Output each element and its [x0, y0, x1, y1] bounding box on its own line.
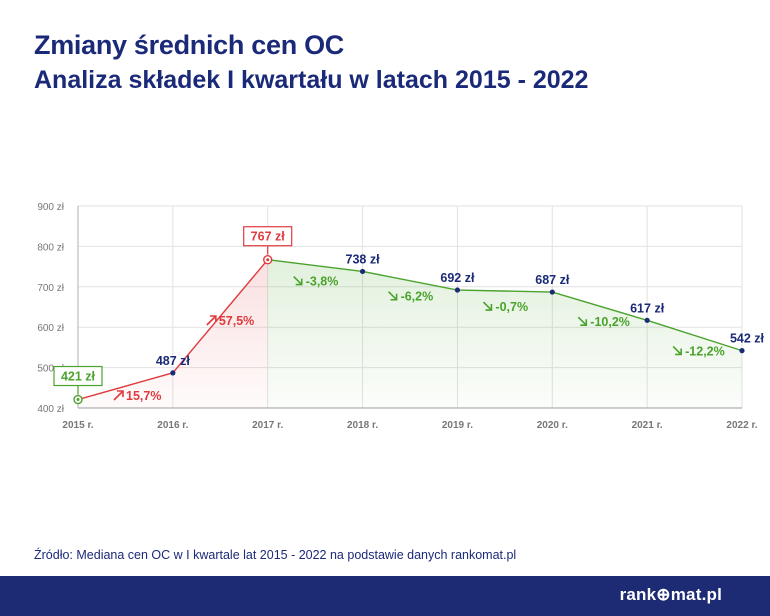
- footer-bar: rank⊕mat.pl: [0, 576, 770, 616]
- series-line-segment: [646, 319, 743, 352]
- arrow-shaft: [293, 276, 303, 286]
- series-line-segment: [362, 270, 458, 291]
- x-tick-label: 2022 r.: [726, 420, 757, 431]
- chart-title: Zmiany średnich cen OC: [34, 30, 344, 60]
- arrow-head: [117, 390, 124, 397]
- arrow-down-right-icon: [672, 345, 682, 356]
- arrow-down-right-icon: [293, 276, 303, 286]
- change-label: -10,2%: [590, 315, 630, 329]
- value-label: 542 zł: [730, 332, 765, 346]
- series-line-segment: [552, 291, 648, 322]
- change-label: -6,2%: [401, 290, 434, 304]
- x-tick-label: 2019 r.: [442, 420, 473, 431]
- data-point: [359, 268, 366, 275]
- change-label: -3,8%: [306, 275, 339, 289]
- arrow-down-right-icon: [482, 301, 493, 311]
- fall-area: [267, 259, 742, 408]
- data-point: [170, 370, 176, 376]
- rise-area: [78, 259, 268, 408]
- data-point: [644, 317, 650, 323]
- value-label: 692 zł: [440, 271, 475, 285]
- series-line-segment: [77, 372, 174, 401]
- arrow-up-right-icon: [206, 315, 217, 326]
- arrow-shaft: [672, 345, 682, 356]
- arrow-shaft: [577, 316, 587, 326]
- arrow-down-right-icon: [388, 291, 398, 301]
- value-label: 767 zł: [251, 230, 286, 244]
- x-tick-label: 2020 r.: [537, 420, 568, 431]
- data-point: [739, 348, 745, 354]
- series-line-segment: [457, 289, 553, 293]
- arrow-shaft: [113, 390, 124, 401]
- arrow-up-right-icon: [113, 390, 124, 401]
- chart-subtitle: Analiza składek I kwartału w latach 2015…: [34, 66, 589, 94]
- value-label: 617 zł: [630, 301, 665, 315]
- source-note: Źródło: Mediana cen OC w I kwartale lat …: [34, 548, 517, 562]
- arrow-head: [295, 278, 303, 286]
- data-point: [549, 289, 555, 295]
- arrow-head: [390, 293, 398, 301]
- rankomat-logo: rank⊕mat.pl: [619, 585, 722, 604]
- y-tick-label: 600 zł: [37, 323, 64, 334]
- y-tick-label: 800 zł: [37, 242, 64, 253]
- change-label: 15,7%: [126, 389, 161, 403]
- series-line-segment: [172, 259, 269, 374]
- y-tick-label: 400 zł: [37, 404, 64, 415]
- change-label: -0,7%: [495, 300, 528, 314]
- value-label: 487 zł: [156, 354, 191, 368]
- series-line-segment: [267, 259, 363, 273]
- value-label: 421 zł: [61, 370, 96, 384]
- arrow-head: [675, 348, 682, 356]
- arrow-head: [209, 315, 217, 322]
- data-point: [454, 287, 461, 293]
- x-tick-label: 2018 r.: [347, 420, 378, 431]
- x-tick-label: 2017 r.: [252, 420, 283, 431]
- value-label: 738 zł: [346, 252, 381, 266]
- change-label: -12,2%: [685, 344, 725, 358]
- x-tick-label: 2021 r.: [632, 420, 663, 431]
- arrow-head: [485, 304, 493, 311]
- value-label: 687 zł: [535, 273, 570, 287]
- change-label: 57,5%: [219, 314, 254, 328]
- y-tick-label: 500 zł: [37, 364, 64, 375]
- y-tick-label: 900 zł: [37, 202, 64, 213]
- arrow-head: [580, 319, 588, 326]
- data-point-center: [76, 398, 80, 402]
- arrow-shaft: [388, 291, 398, 301]
- x-tick-label: 2015 r.: [62, 420, 93, 431]
- arrow-shaft: [482, 301, 492, 311]
- data-point-center: [266, 258, 270, 262]
- x-tick-label: 2016 r.: [157, 420, 188, 431]
- arrow-down-right-icon: [577, 316, 588, 326]
- y-tick-label: 700 zł: [37, 283, 64, 294]
- arrow-shaft: [206, 315, 217, 326]
